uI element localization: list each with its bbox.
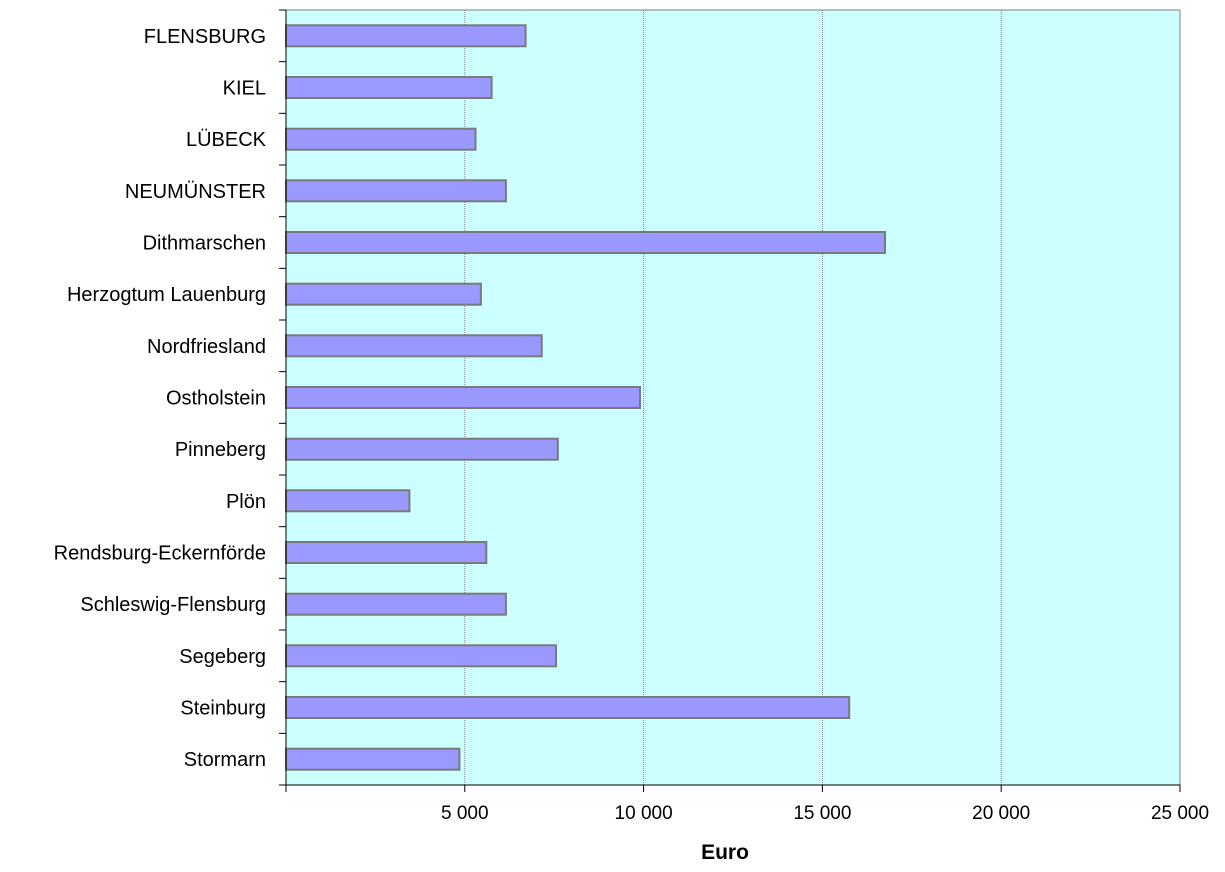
category-label: Dithmarschen <box>143 233 266 255</box>
category-label: NEUMÜNSTER <box>125 181 266 203</box>
bar <box>285 541 488 564</box>
x-tick-label: 25 000 <box>1151 803 1209 824</box>
category-label: LÜBECK <box>186 129 267 151</box>
bar <box>285 231 886 254</box>
bar <box>285 386 641 409</box>
category-label: FLENSBURG <box>144 26 266 48</box>
category-label: Schleswig-Flensburg <box>80 594 266 616</box>
axes <box>279 9 1181 792</box>
x-tick-label: 5 000 <box>441 803 489 824</box>
x-tick-label: 20 000 <box>972 803 1030 824</box>
bar <box>285 282 482 306</box>
category-label: Pinneberg <box>175 439 266 461</box>
category-label: Steinburg <box>180 698 266 720</box>
bar <box>285 24 527 48</box>
bar <box>285 489 411 513</box>
bar <box>285 334 543 358</box>
bar <box>285 644 557 668</box>
x-tick-label: 15 000 <box>793 803 851 824</box>
bar <box>285 592 507 616</box>
category-label: Nordfriesland <box>147 336 266 358</box>
category-label: Stormarn <box>184 749 266 771</box>
category-label: Herzogtum Lauenburg <box>67 284 266 306</box>
bar <box>285 437 559 461</box>
x-tick-label: 10 000 <box>615 803 673 824</box>
category-label: KIEL <box>223 78 266 100</box>
category-label: Plön <box>226 491 266 513</box>
category-label: Segeberg <box>179 646 266 668</box>
labels: FLENSBURG KIEL LÜBECK NEUMÜNSTER Dithmarsche… <box>54 26 1209 824</box>
bar <box>285 747 461 771</box>
x-axis-title: Euro <box>701 841 749 864</box>
bar <box>285 76 493 99</box>
category-label: Ostholstein <box>166 388 266 410</box>
bar <box>285 127 477 151</box>
bars <box>285 24 886 771</box>
bar <box>285 696 851 719</box>
category-label: Rendsburg-Eckernförde <box>54 543 266 565</box>
bar <box>285 179 507 203</box>
